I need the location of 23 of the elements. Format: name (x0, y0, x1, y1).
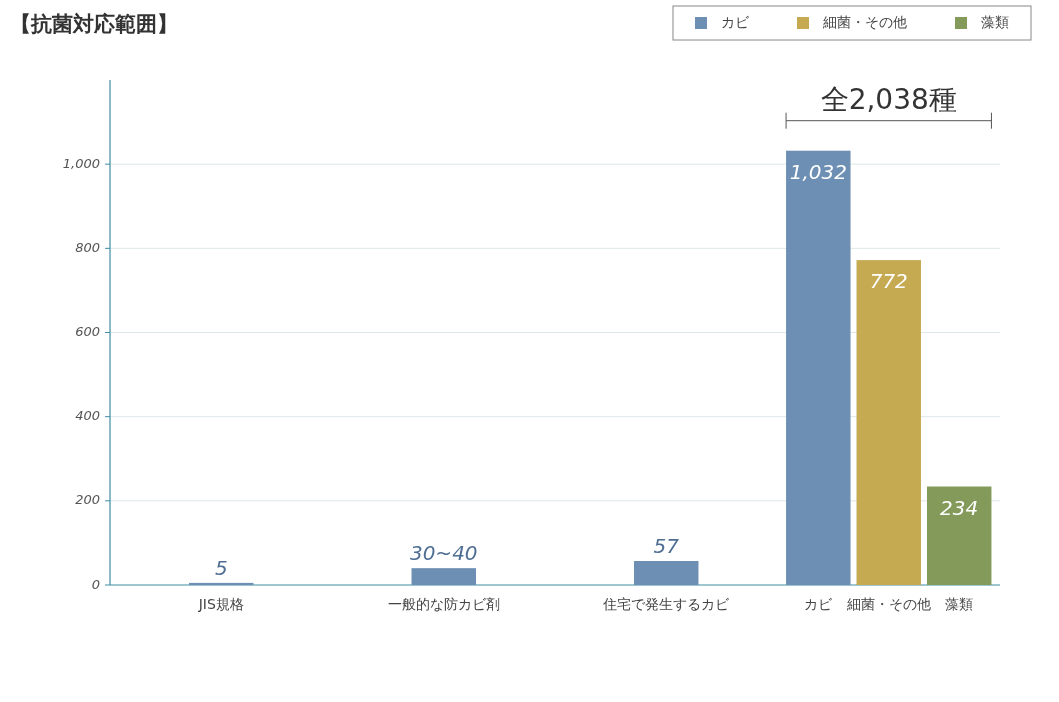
y-tick-label: 0 (91, 576, 100, 592)
y-tick-label: 800 (75, 239, 100, 255)
data-label: 234 (940, 495, 979, 520)
data-label: 5 (214, 555, 228, 580)
data-label: 57 (653, 534, 680, 559)
text: カビ (804, 596, 833, 612)
legend-label: カビ (721, 14, 750, 30)
data-label: 772 (869, 269, 908, 294)
y-tick-label: 1,000 (62, 155, 100, 171)
x-tick-label: JIS規格 (197, 596, 244, 612)
y-tick-label: 400 (75, 408, 100, 424)
y-tick-label: 600 (75, 324, 100, 339)
data-label: 1,032 (789, 159, 847, 184)
x-tick-label: 一般的な防カビ剤 (387, 596, 500, 612)
legend-label: 藻類 (981, 14, 1009, 30)
chart-title: 【抗菌対応範囲】 (10, 12, 178, 36)
x-tick-label: 住宅で発生するカビ (602, 596, 731, 612)
annotation: 全2,038種 (820, 82, 957, 116)
text: 細菌・その他 (846, 596, 931, 612)
y-tick-label: 200 (75, 492, 100, 508)
data-label: 30~40 (409, 541, 478, 566)
legend-label: 細菌・その他 (822, 14, 907, 30)
text: 藻類 (945, 596, 974, 612)
